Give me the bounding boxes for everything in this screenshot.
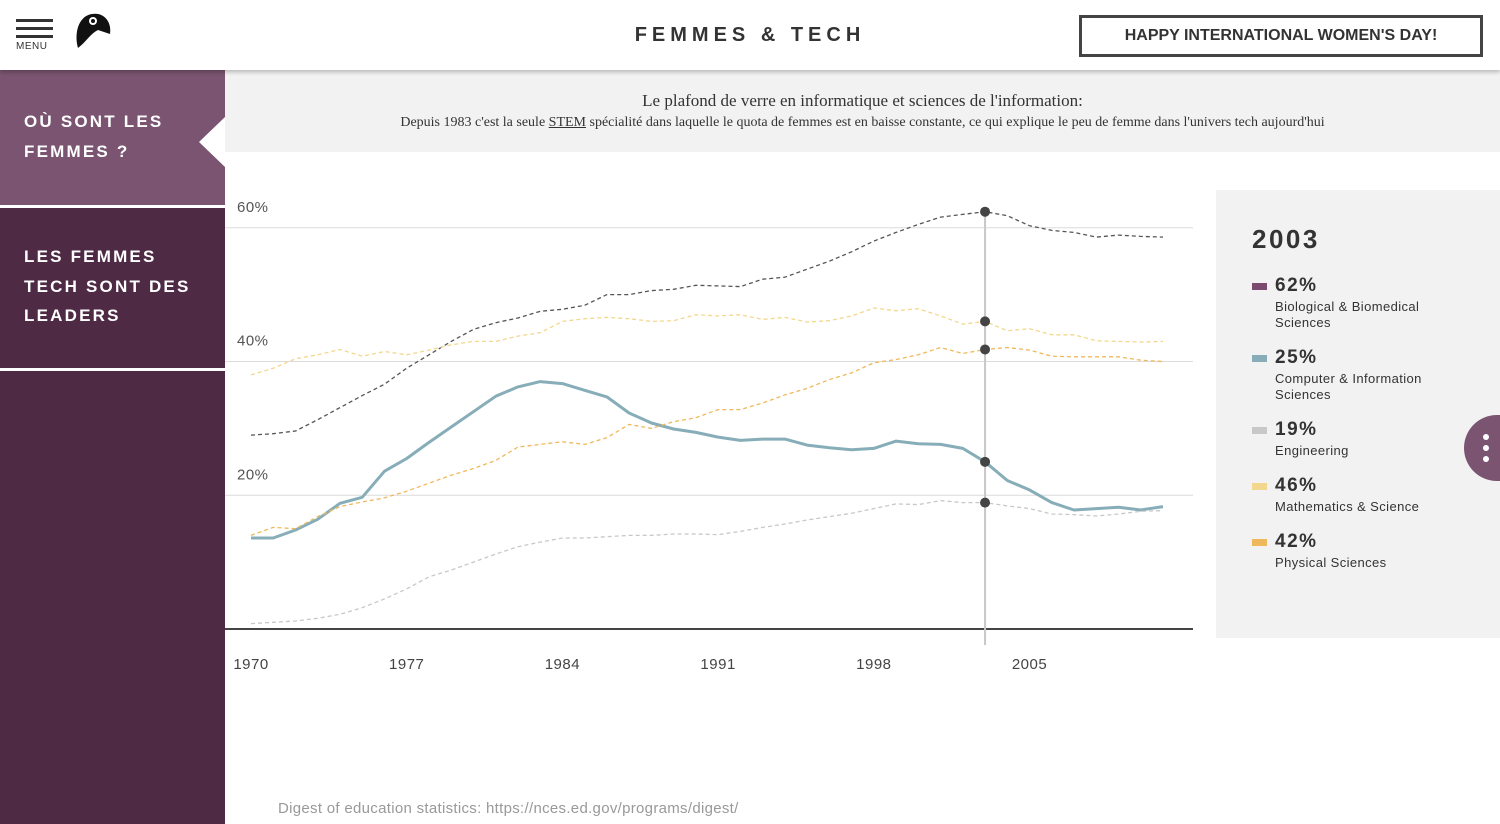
intro-text-part: Depuis 1983 c'est la seule: [400, 115, 549, 130]
sidebar: OÙ SONT LES FEMMES ? LES FEMMES TECH SON…: [0, 70, 225, 824]
highlight-dot: [980, 456, 991, 467]
y-tick-label: 40%: [237, 333, 269, 350]
legend-value-row: 46%: [1252, 475, 1452, 497]
series-line: [250, 307, 1164, 376]
series-line: [250, 211, 1164, 436]
series-line: [250, 346, 1164, 537]
y-tick-label: 60%: [237, 199, 269, 216]
legend-item: 46% Mathematics & Science: [1252, 475, 1452, 515]
page-title: FEMMES & TECH: [634, 24, 866, 46]
legend-item: 62% Biological & Biomedical Sciences: [1252, 275, 1452, 331]
header: MENU FEMMES & TECH HAPPY INTERNATIONAL W…: [0, 0, 1500, 70]
intro-text-part: spécialité dans laquelle le quota de fem…: [586, 115, 1325, 130]
legend-name: Biological & Biomedical Sciences: [1275, 299, 1420, 330]
womens-day-button[interactable]: HAPPY INTERNATIONAL WOMEN'S DAY!: [1079, 15, 1483, 57]
legend-value-row: 62%: [1252, 275, 1452, 297]
plot: 20% 40% 60% 1970 1977 1984 1991 1998 2005: [225, 199, 1193, 673]
legend-value: 62%: [1275, 275, 1318, 296]
menu-button[interactable]: MENU: [16, 19, 53, 52]
sidebar-item[interactable]: OÙ SONT LES FEMMES ?: [0, 70, 225, 205]
legend-item: 25% Computer & Information Sciences: [1252, 347, 1452, 403]
highlight-dot: [980, 497, 991, 508]
legend-item: 42% Physical Sciences: [1252, 531, 1452, 571]
sidebar-item-text: LES FEMMES TECH SONT DES LEADERS: [24, 247, 191, 325]
x-tick-label: 1991: [700, 656, 735, 673]
x-tick-label: 2005: [1012, 656, 1047, 673]
legend-swatch: [1252, 282, 1267, 290]
x-tick-label: 1970: [233, 656, 268, 673]
source: Digest of education statistics: https://…: [278, 800, 739, 817]
y-tick-label: 20%: [237, 466, 269, 483]
legend-value-row: 42%: [1252, 531, 1452, 553]
x-tick-label: 1977: [389, 656, 424, 673]
legend-item: 19% Engineering: [1252, 419, 1452, 459]
legend-value: 42%: [1275, 531, 1318, 552]
legend-swatch: [1252, 426, 1267, 434]
legend-value: 19%: [1275, 419, 1318, 440]
logo[interactable]: [74, 12, 112, 50]
series-line: [251, 380, 1164, 540]
active-notch: [199, 117, 225, 167]
legend-name: Engineering: [1275, 443, 1349, 458]
separator: [0, 368, 225, 371]
highlight-dot: [980, 344, 991, 355]
highlight-dot: [980, 316, 991, 327]
x-tick-label: 1984: [545, 656, 580, 673]
intro-text: Depuis 1983 c'est la seule STEM spéciali…: [225, 115, 1500, 131]
legend-value-row: 19%: [1252, 419, 1452, 441]
x-tick-label: 1998: [856, 656, 891, 673]
legend-name: Computer & Information Sciences: [1275, 371, 1422, 402]
highlight-dot: [980, 206, 991, 217]
legend-value-row: 25%: [1252, 347, 1452, 369]
legend: 2003 62% Biological & Biomedical Sciences…: [1252, 224, 1452, 587]
legend-name: Mathematics & Science: [1275, 499, 1420, 514]
separator: [0, 205, 225, 208]
legend-swatch: [1252, 482, 1267, 490]
series-line: [250, 499, 1164, 625]
intro: Le plafond de verre en informatique et s…: [225, 70, 1500, 152]
menu-label: MENU: [16, 41, 48, 52]
legend-swatch: [1252, 538, 1267, 546]
legend-panel: [1216, 190, 1500, 638]
legend-value: 46%: [1275, 475, 1318, 496]
legend-year: 2003: [1252, 224, 1320, 254]
legend-swatch: [1252, 354, 1267, 362]
legend-value: 25%: [1275, 347, 1318, 368]
sidebar-item[interactable]: LES FEMMES TECH SONT DES LEADERS: [0, 208, 225, 368]
intro-title: Le plafond de verre en informatique et s…: [642, 91, 1083, 110]
sidebar-item-text: OÙ SONT LES FEMMES ?: [24, 112, 164, 161]
stem-link[interactable]: STEM: [548, 115, 587, 130]
legend-name: Physical Sciences: [1275, 555, 1387, 570]
